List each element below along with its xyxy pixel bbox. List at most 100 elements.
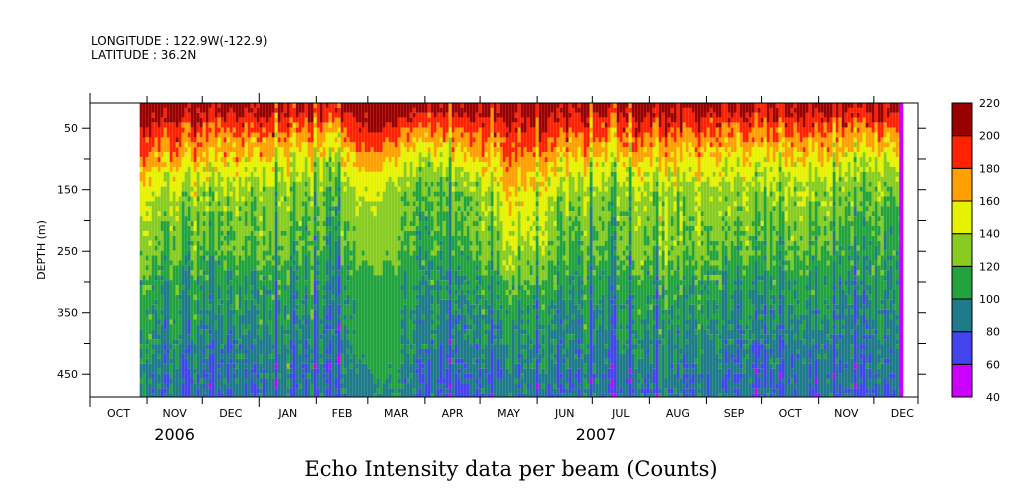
heatmap-cell [145, 171, 149, 202]
heatmap-cell [391, 388, 395, 394]
heatmap-cell [343, 176, 347, 182]
heatmap-cell [457, 142, 461, 167]
heatmap-cell [466, 206, 470, 212]
heatmap-cell [802, 250, 806, 315]
heatmap-cell [340, 181, 344, 231]
heatmap-cell [772, 176, 776, 182]
heatmap-cell [469, 191, 473, 197]
heatmap-cell [790, 107, 794, 113]
heatmap-cell [532, 226, 536, 236]
heatmap-cell [694, 275, 698, 281]
heatmap-cell [229, 280, 233, 286]
heatmap-cell [418, 122, 422, 138]
heatmap-cell [322, 122, 326, 143]
heatmap-cell [202, 221, 206, 227]
heatmap-cell [418, 176, 422, 212]
heatmap-cell [487, 383, 491, 394]
heatmap-cell [481, 349, 485, 354]
heatmap-cell [259, 122, 263, 128]
heatmap-cell [196, 299, 200, 315]
heatmap-cell [562, 240, 566, 256]
heatmap-cell [412, 329, 416, 345]
heatmap-cell [736, 250, 740, 266]
heatmap-cell [532, 235, 536, 241]
heatmap-cell [544, 186, 548, 192]
heatmap-cell [286, 103, 290, 118]
heatmap-cell [805, 275, 809, 286]
heatmap-cell [427, 196, 431, 202]
heatmap-cell [673, 349, 677, 374]
heatmap-cell [535, 319, 539, 330]
heatmap-cell [505, 368, 509, 397]
heatmap-cell [325, 378, 329, 384]
heatmap-cell [184, 171, 188, 192]
heatmap-cell [649, 363, 653, 384]
heatmap-cell [742, 373, 746, 397]
heatmap-cell [574, 304, 578, 350]
heatmap-cell [538, 171, 542, 182]
heatmap-cell [838, 280, 842, 286]
heatmap-cell [475, 270, 479, 276]
heatmap-cell [412, 393, 416, 397]
heatmap-cell [463, 181, 467, 187]
heatmap-cell [766, 349, 770, 394]
heatmap-cell [550, 162, 554, 167]
heatmap-cell [583, 388, 587, 394]
heatmap-cell [253, 132, 257, 138]
heatmap-cell [313, 221, 317, 236]
heatmap-cell [850, 117, 854, 133]
heatmap-cell [424, 349, 428, 354]
heatmap-cell [571, 211, 575, 222]
heatmap-cell [199, 334, 203, 379]
heatmap-cell [841, 191, 845, 227]
heatmap-cell [628, 255, 632, 266]
heatmap-cell [844, 388, 848, 394]
heatmap-cell [724, 265, 728, 271]
heatmap-cell [430, 137, 434, 143]
heatmap-cell [652, 107, 656, 113]
heatmap-cell [466, 314, 470, 325]
heatmap-cell [757, 147, 761, 163]
heatmap-cell [454, 147, 458, 167]
heatmap-cell [481, 127, 485, 158]
heatmap-cell [838, 255, 842, 266]
heatmap-cell [832, 260, 836, 286]
heatmap-cell [535, 147, 539, 163]
heatmap-cell [508, 186, 512, 192]
heatmap-cell [745, 353, 749, 359]
heatmap-cell [262, 280, 266, 286]
heatmap-cell [841, 329, 845, 335]
heatmap-cell [574, 162, 578, 192]
heatmap-cell [220, 344, 224, 350]
heatmap-cell [445, 176, 449, 182]
heatmap-cell [301, 240, 305, 246]
heatmap-cell [463, 235, 467, 276]
heatmap-cell [637, 373, 641, 379]
heatmap-cell [334, 240, 338, 330]
heatmap-cell [448, 294, 452, 300]
heatmap-cell [166, 152, 170, 172]
heatmap-cell [658, 127, 662, 143]
heatmap-cell [490, 275, 494, 310]
heatmap-cell [724, 270, 728, 340]
heatmap-cell [439, 112, 443, 128]
heatmap-cell [757, 230, 761, 236]
heatmap-cell [472, 324, 476, 330]
heatmap-cell [715, 137, 719, 143]
heatmap-cell [559, 285, 563, 320]
heatmap-cell [625, 329, 629, 340]
heatmap-cell [304, 255, 308, 281]
heatmap [139, 103, 904, 397]
heatmap-cell [811, 329, 815, 340]
heatmap-cell [754, 373, 758, 389]
heatmap-cell [637, 137, 641, 163]
heatmap-cell [277, 299, 281, 315]
heatmap-cell [286, 260, 290, 271]
heatmap-cell [364, 363, 368, 397]
heatmap-cell [769, 107, 773, 128]
heatmap-cell [463, 186, 467, 197]
heatmap-cell [769, 103, 773, 108]
heatmap-cell [673, 142, 677, 177]
heatmap-cell [616, 270, 620, 276]
heatmap-cell [343, 166, 347, 172]
